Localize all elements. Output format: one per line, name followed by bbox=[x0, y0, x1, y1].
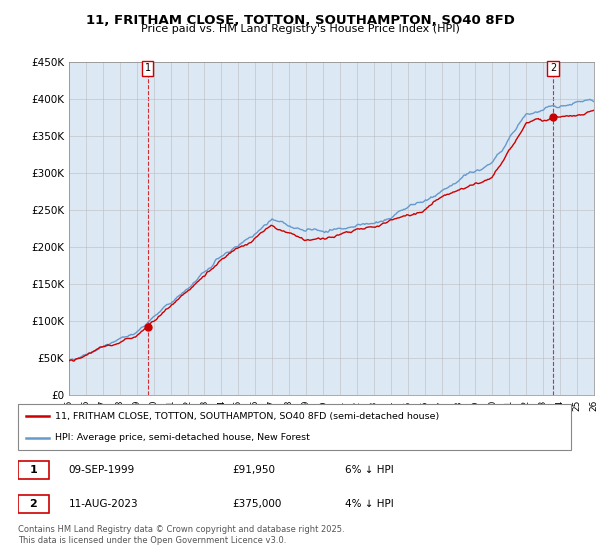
Text: 09-SEP-1999: 09-SEP-1999 bbox=[69, 465, 135, 475]
Text: 1: 1 bbox=[145, 63, 151, 73]
FancyBboxPatch shape bbox=[18, 461, 49, 479]
Text: HPI: Average price, semi-detached house, New Forest: HPI: Average price, semi-detached house,… bbox=[55, 433, 310, 442]
Text: 6% ↓ HPI: 6% ↓ HPI bbox=[345, 465, 394, 475]
Text: Price paid vs. HM Land Registry's House Price Index (HPI): Price paid vs. HM Land Registry's House … bbox=[140, 24, 460, 34]
Text: Contains HM Land Registry data © Crown copyright and database right 2025.
This d: Contains HM Land Registry data © Crown c… bbox=[18, 525, 344, 545]
Text: 4% ↓ HPI: 4% ↓ HPI bbox=[345, 499, 394, 509]
Text: 11, FRITHAM CLOSE, TOTTON, SOUTHAMPTON, SO40 8FD (semi-detached house): 11, FRITHAM CLOSE, TOTTON, SOUTHAMPTON, … bbox=[55, 412, 439, 421]
FancyBboxPatch shape bbox=[18, 495, 49, 513]
Text: 2: 2 bbox=[550, 63, 556, 73]
Text: 2: 2 bbox=[29, 499, 37, 509]
Text: £91,950: £91,950 bbox=[232, 465, 275, 475]
Text: 1: 1 bbox=[29, 465, 37, 475]
Text: 11-AUG-2023: 11-AUG-2023 bbox=[69, 499, 139, 509]
Text: 11, FRITHAM CLOSE, TOTTON, SOUTHAMPTON, SO40 8FD: 11, FRITHAM CLOSE, TOTTON, SOUTHAMPTON, … bbox=[86, 14, 514, 27]
Text: £375,000: £375,000 bbox=[232, 499, 281, 509]
FancyBboxPatch shape bbox=[18, 404, 571, 450]
